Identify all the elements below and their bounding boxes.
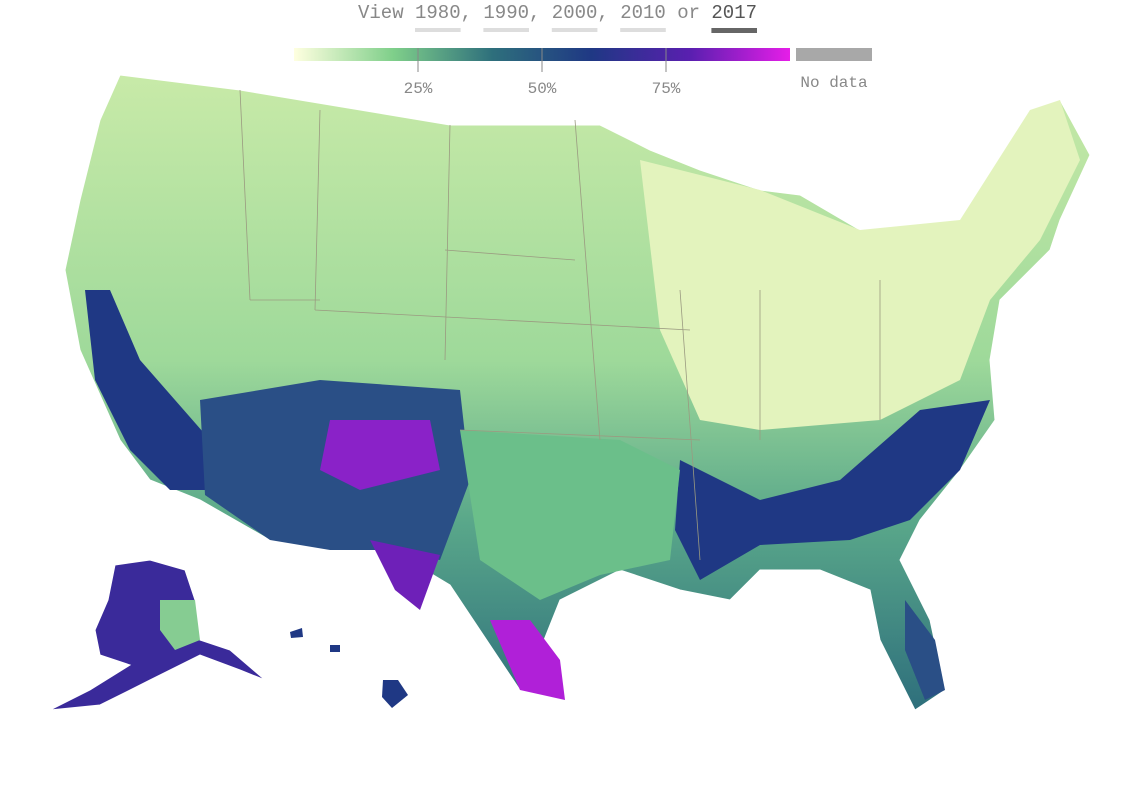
separator: ,: [529, 2, 540, 24]
northeast-light: [640, 100, 1080, 430]
year-underline[interactable]: [483, 28, 529, 32]
year-option[interactable]: 1980: [415, 2, 461, 24]
conjunction-text: or: [677, 2, 700, 24]
year-underline[interactable]: [620, 28, 666, 32]
legend-tick-label: 25%: [404, 80, 433, 98]
contiguous-us: [64, 74, 1091, 711]
separator: ,: [597, 2, 608, 24]
year-underline[interactable]: [551, 28, 598, 32]
plains-mid: [460, 430, 680, 600]
alaska: [49, 559, 266, 711]
prefix-text: View: [358, 2, 404, 24]
no-data-label: No data: [800, 74, 868, 92]
year-option[interactable]: 1990: [483, 2, 529, 24]
legend-tick-label: 75%: [652, 80, 681, 98]
year-option[interactable]: 2000: [552, 2, 598, 24]
california-dark: [85, 290, 220, 490]
year-underline[interactable]: [415, 28, 461, 32]
year-selector: View 1980, 1990, 2000, 2010 or 2017: [358, 2, 757, 33]
no-data-swatch: [796, 48, 872, 61]
legend-tick-label: 50%: [528, 80, 557, 98]
south-texas-purple: [490, 620, 565, 700]
year-option[interactable]: 2017: [711, 2, 757, 24]
florida-south: [905, 600, 945, 700]
year-underline[interactable]: [711, 28, 757, 33]
year-option[interactable]: 2010: [620, 2, 666, 24]
hawaii-small: [290, 628, 340, 652]
alaska-east: [160, 600, 200, 650]
hawaii-big: [382, 680, 408, 708]
deep-south-belt: [675, 400, 990, 580]
legend: 25% 50% 75% No data: [294, 48, 872, 98]
county-map: [49, 74, 1091, 711]
new-mexico-purple: [320, 420, 440, 490]
separator: ,: [461, 2, 472, 24]
rio-grande-purple: [370, 540, 440, 610]
states-borders: [239, 89, 881, 561]
